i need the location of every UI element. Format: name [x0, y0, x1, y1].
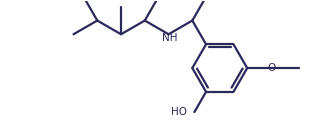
- Text: NH: NH: [162, 33, 178, 43]
- Text: O: O: [268, 63, 276, 73]
- Text: HO: HO: [171, 107, 187, 117]
